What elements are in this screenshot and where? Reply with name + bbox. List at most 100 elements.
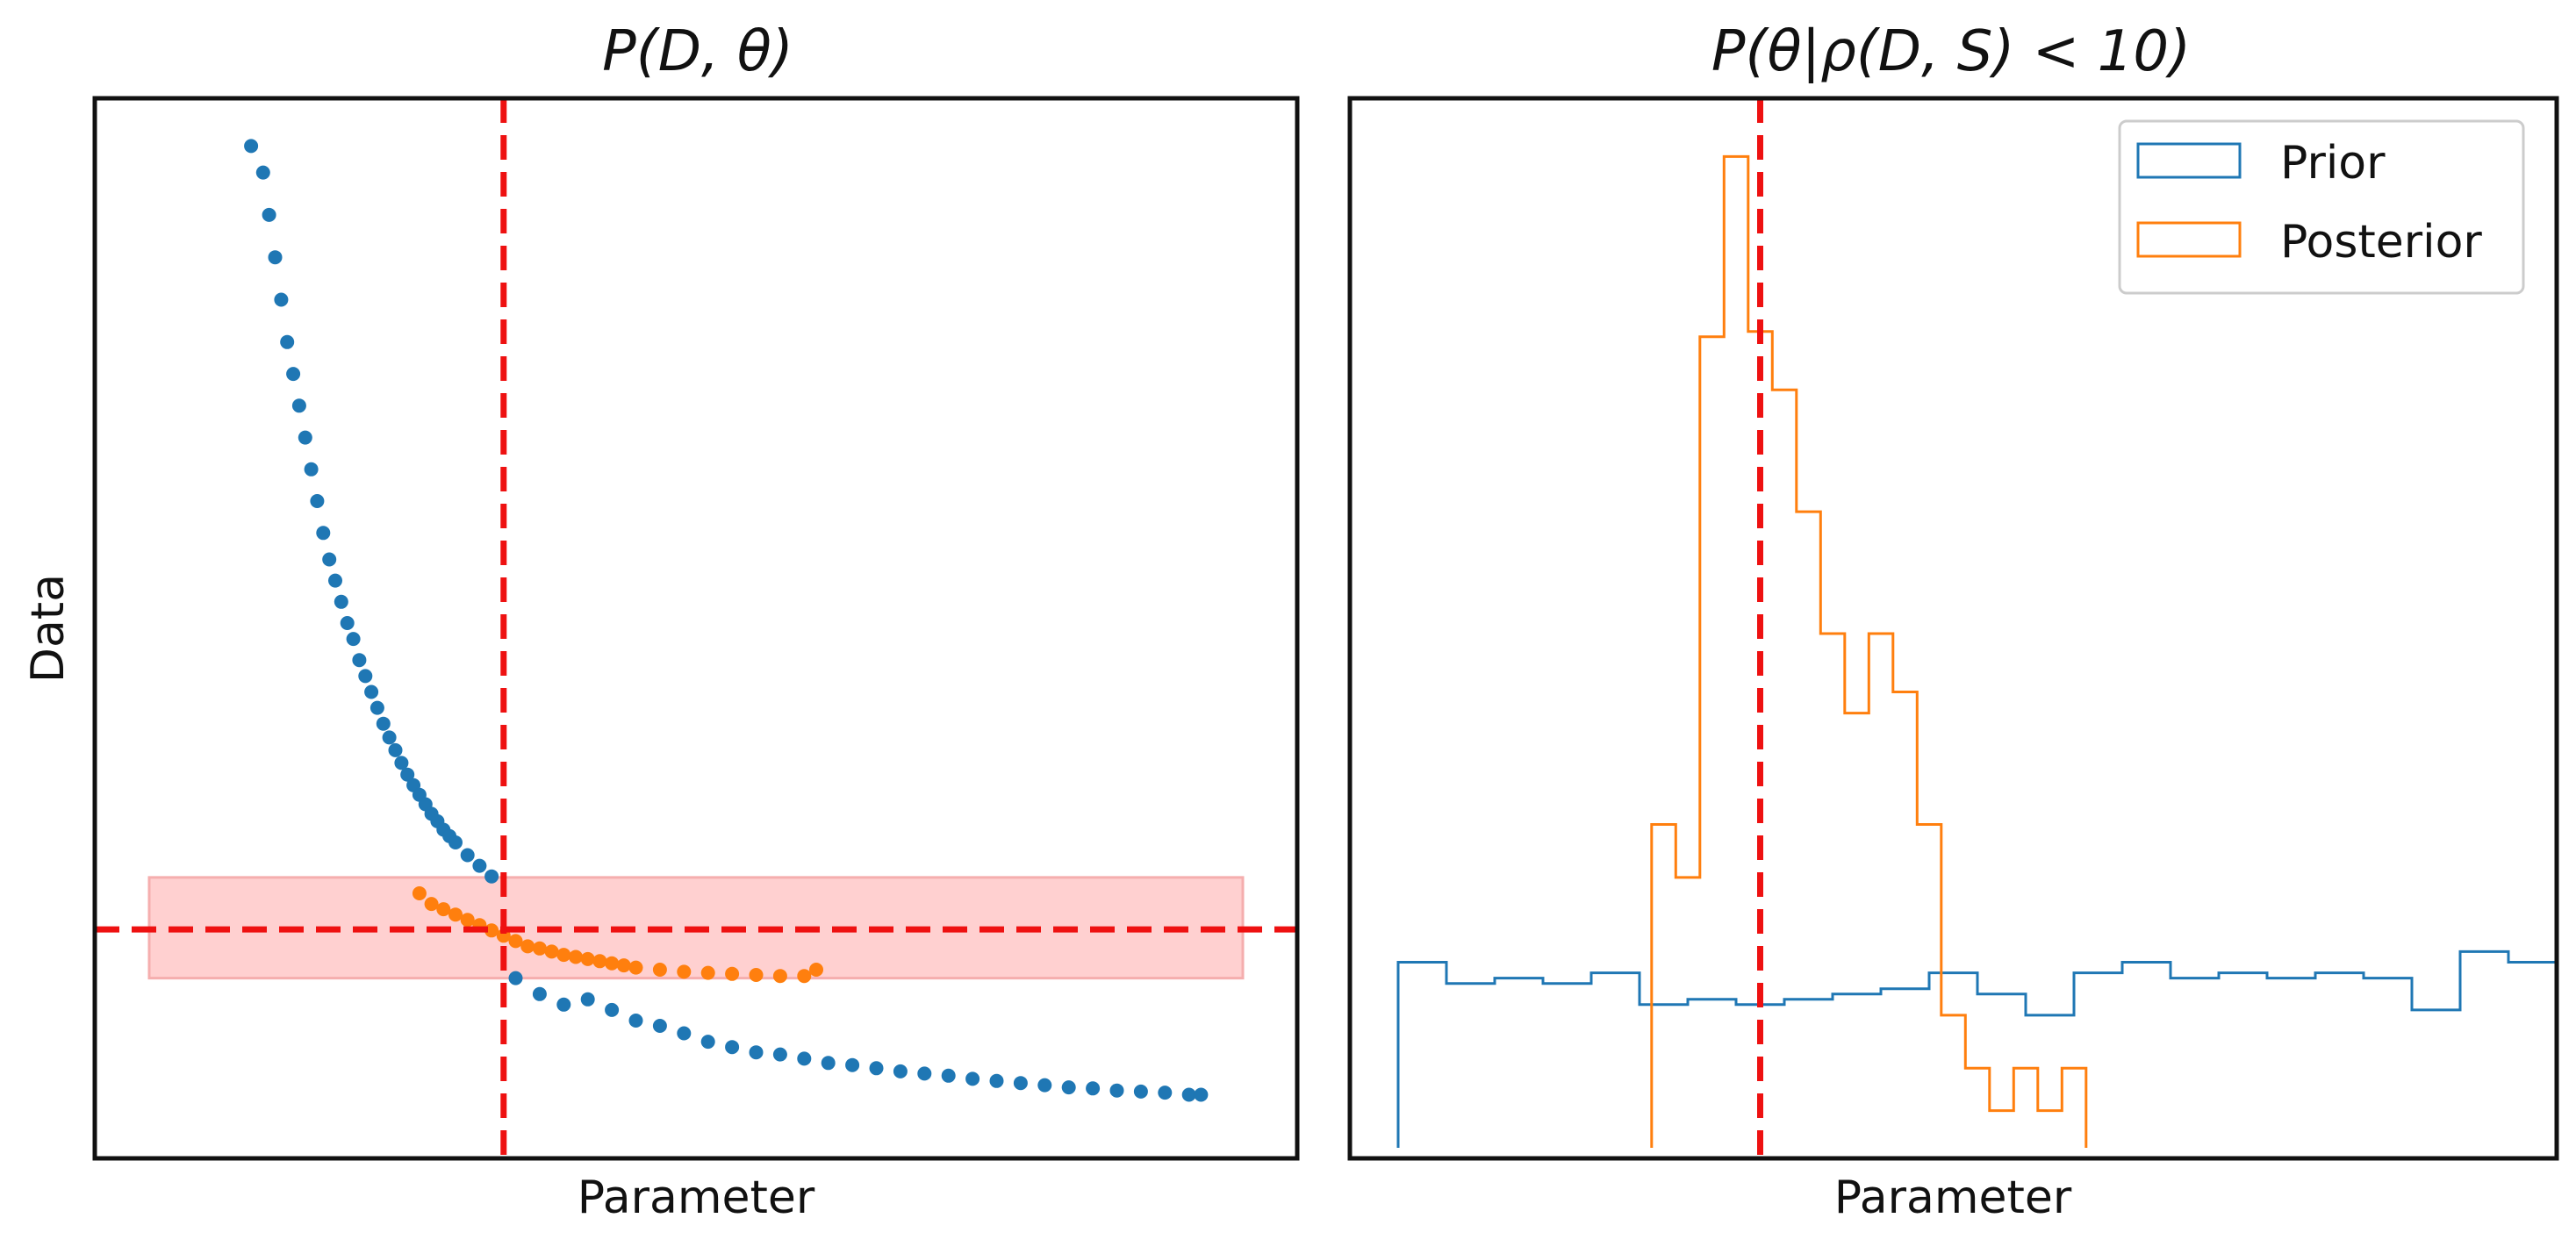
sample-point-9 [304,462,319,477]
accepted-point-8 [508,934,523,949]
sample-point-63 [1133,1084,1148,1099]
sample-point-53 [893,1064,908,1078]
sample-point-18 [358,669,373,684]
sample-point-42 [628,1014,643,1028]
prior-histogram [1396,949,2558,1148]
right-x-axis-label: Parameter [1834,1172,2072,1224]
accepted-point-20 [677,964,692,979]
right-plot-frame [1347,96,2559,1161]
sample-point-46 [725,1040,740,1055]
accepted-point-21 [700,965,715,980]
sample-point-2 [262,207,276,222]
accepted-point-15 [592,954,607,969]
sample-point-10 [310,494,325,508]
accepted-point-10 [532,941,547,956]
accepted-point-0 [412,886,427,900]
sample-point-52 [869,1061,884,1076]
accepted-point-24 [772,969,787,984]
accepted-point-18 [628,960,643,975]
accepted-point-26 [809,963,823,977]
left-y-axis-label: Data [22,574,75,683]
legend-prior-label: Prior [2280,137,2386,190]
sample-point-54 [917,1066,932,1081]
sample-point-38 [532,986,547,1001]
sample-point-51 [845,1057,860,1072]
accepted-point-1 [424,897,439,912]
posterior-histogram [1650,154,2088,1148]
sample-point-60 [1061,1080,1076,1095]
sample-point-20 [370,700,384,715]
accepted-point-25 [797,969,812,984]
sample-point-15 [340,616,355,630]
accepted-point-3 [448,907,463,922]
sample-point-11 [316,526,331,541]
sample-point-58 [1013,1076,1028,1091]
sample-point-62 [1109,1083,1124,1098]
left-chart-title: P(D, θ) [602,19,793,84]
sample-point-56 [965,1071,980,1086]
accepted-point-2 [436,902,451,917]
sample-point-5 [280,334,295,349]
left-x-axis-label: Parameter [578,1172,815,1224]
sample-point-24 [394,756,409,770]
sample-point-41 [605,1002,620,1017]
accepted-point-22 [725,966,740,981]
histogram-steps [1396,154,2558,1148]
joint-scatter-panel: P(D, θ) Parameter Data [22,19,1300,1224]
accepted-point-4 [460,913,475,928]
legend-box [2118,119,2525,295]
sample-point-48 [772,1047,787,1062]
sample-point-34 [460,848,475,863]
sample-point-55 [941,1068,956,1083]
sample-point-57 [989,1073,1004,1088]
scatter-points [244,139,1209,1102]
sample-point-65 [1181,1087,1196,1102]
sample-point-7 [291,398,306,413]
accepted-point-9 [520,939,535,954]
legend: Prior Posterior [2118,119,2525,295]
accepted-point-6 [484,923,499,938]
legend-posterior-label: Posterior [2280,216,2482,269]
sample-point-39 [556,997,571,1012]
accepted-point-14 [580,951,595,966]
sample-point-14 [334,594,348,609]
sample-point-59 [1037,1078,1052,1093]
sample-point-23 [388,742,403,757]
accepted-point-12 [556,948,571,963]
accepted-point-13 [569,949,583,964]
sample-point-47 [749,1045,764,1060]
legend-posterior-swatch [2136,221,2242,258]
sample-point-8 [298,430,312,445]
sample-point-64 [1158,1086,1173,1100]
sample-point-6 [286,367,301,382]
sample-point-4 [274,292,289,307]
sample-point-12 [322,552,337,567]
observed-reference-lines [95,98,1297,1158]
sample-point-13 [328,573,342,588]
sample-point-25 [400,767,415,782]
sample-point-17 [352,653,367,668]
sample-point-40 [580,992,595,1007]
sample-point-16 [346,632,361,647]
posterior-histogram-panel: P(θ|ρ(D, S) < 10) Parameter Prior Poster… [1347,19,2559,1224]
sample-point-33 [448,835,463,849]
sample-point-3 [268,250,283,265]
sample-point-61 [1086,1081,1101,1096]
sample-point-36 [484,869,499,884]
left-plot-frame [92,96,1300,1161]
sample-point-44 [677,1026,692,1041]
legend-prior-swatch [2136,142,2242,179]
accepted-point-23 [749,968,764,982]
sample-point-21 [376,716,391,731]
sample-point-35 [472,858,487,873]
sample-point-22 [382,730,397,745]
sample-point-19 [364,684,379,699]
accepted-point-19 [652,963,667,977]
sample-point-66 [1194,1087,1209,1102]
sample-point-50 [821,1056,836,1071]
accepted-point-16 [605,956,620,971]
sample-point-0 [244,139,259,154]
sample-point-37 [508,971,523,985]
accepted-point-17 [616,958,631,973]
